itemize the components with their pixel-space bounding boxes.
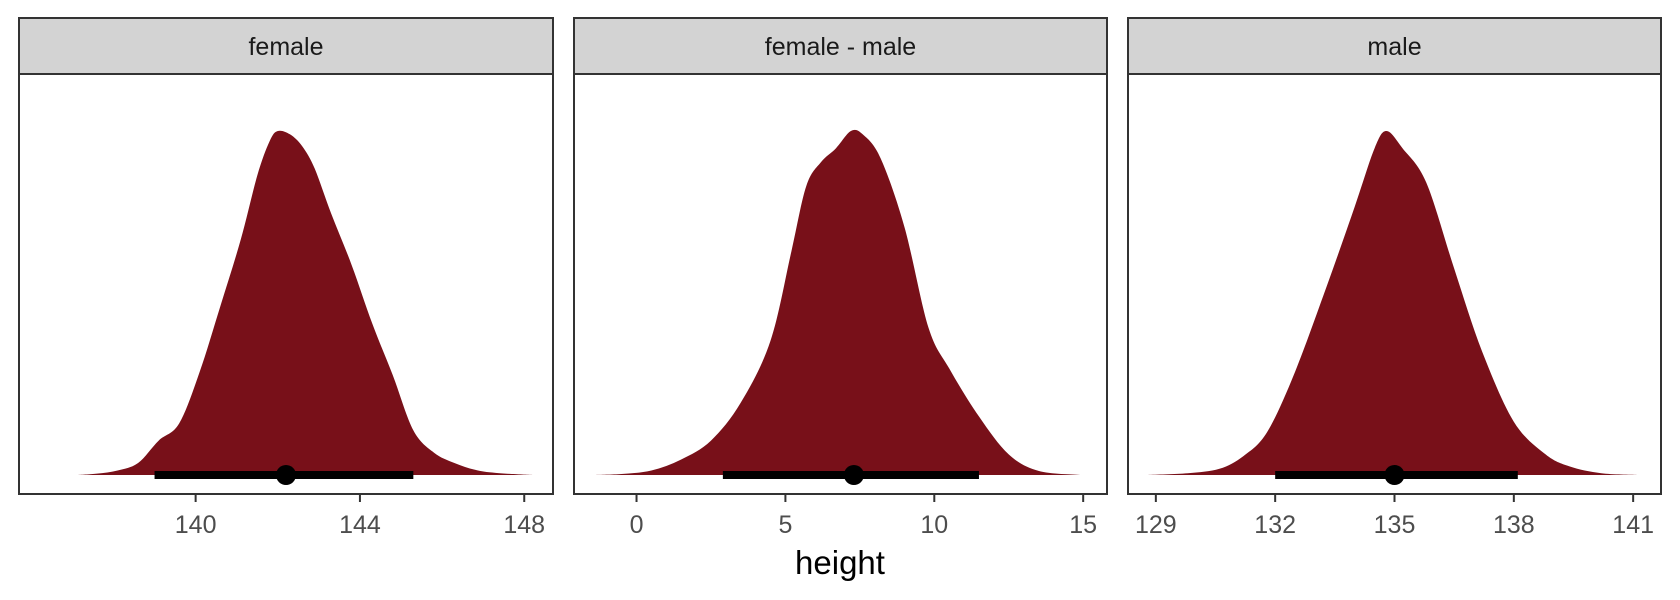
x-tick-label: 148	[503, 511, 545, 539]
facet-2: female - male 0 5 10 15	[573, 17, 1108, 539]
density-area	[76, 130, 533, 475]
facet-strip-label: female	[248, 33, 323, 61]
x-tick-label: 132	[1254, 511, 1296, 539]
facet-strip	[573, 17, 1108, 75]
x-tick-label: 140	[175, 511, 217, 539]
facets-layer: female 140 144 148 female - male 0 5 10 15 male 12…	[18, 17, 1662, 539]
x-axis-title: height	[795, 544, 885, 581]
facet-1: female 140 144 148	[18, 17, 554, 539]
x-tick-label: 141	[1612, 511, 1654, 539]
x-tick-label: 138	[1493, 511, 1535, 539]
point-estimate	[843, 465, 864, 485]
point-estimate	[276, 465, 296, 485]
x-tick-label: 0	[630, 511, 644, 539]
facet-3: male 129 132 135 138 141	[1127, 17, 1662, 539]
x-tick-label: 144	[339, 511, 381, 539]
facet-strip	[1127, 17, 1662, 75]
facet-strip-label: male	[1367, 33, 1421, 61]
x-tick-label: 5	[778, 511, 792, 539]
x-tick-label: 135	[1374, 511, 1416, 539]
density-area	[1147, 131, 1638, 475]
facet-strip	[18, 17, 554, 75]
x-tick-label: 15	[1069, 511, 1097, 539]
x-tick-label: 129	[1135, 511, 1177, 539]
density-area	[594, 129, 1081, 475]
point-estimate	[1384, 465, 1405, 485]
x-tick-label: 10	[920, 511, 948, 539]
facet-strip-label: female - male	[765, 33, 916, 61]
